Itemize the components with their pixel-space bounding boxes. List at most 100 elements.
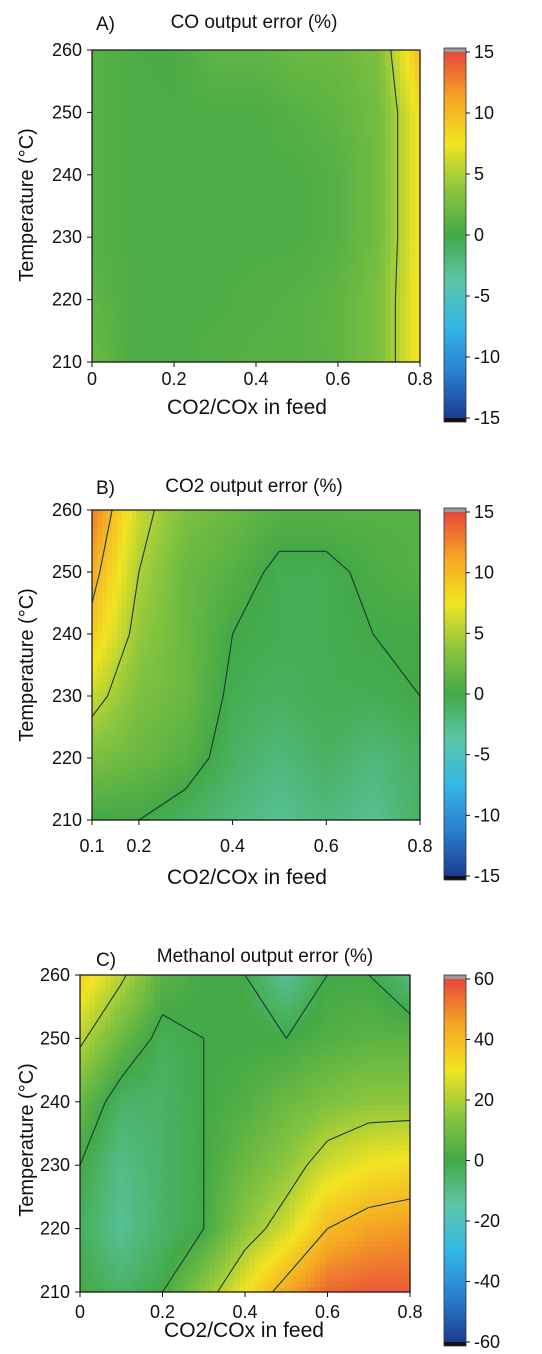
heatmap-cell xyxy=(300,334,307,341)
heatmap-cell xyxy=(410,311,416,319)
heatmap-cell xyxy=(121,161,128,168)
heatmap-cell xyxy=(355,356,361,363)
heatmap-cell xyxy=(201,570,207,578)
heatmap-cell xyxy=(395,587,401,594)
heatmap-cell xyxy=(285,155,292,163)
heatmap-cell xyxy=(390,554,396,561)
heatmap-cell xyxy=(96,94,103,101)
heatmap-cell xyxy=(206,122,212,129)
heatmap-cell xyxy=(260,559,267,566)
heatmap-cell xyxy=(290,211,297,218)
heatmap-cell xyxy=(106,161,113,168)
heatmap-cell xyxy=(320,200,327,207)
heatmap-cell xyxy=(111,581,118,589)
heatmap-cell xyxy=(280,139,287,146)
heatmap-cell xyxy=(181,256,188,263)
heatmap-cell xyxy=(360,267,366,274)
heatmap-cell xyxy=(96,278,103,285)
heatmap-cell xyxy=(201,183,207,190)
heatmap-cell xyxy=(176,55,183,62)
heatmap-cell xyxy=(196,350,202,358)
heatmap-cell xyxy=(380,587,386,594)
heatmap-cell xyxy=(131,167,138,174)
heatmap-cell xyxy=(415,300,421,307)
heatmap-cell xyxy=(176,105,183,112)
heatmap-cell xyxy=(370,128,376,135)
heatmap-cell xyxy=(141,345,148,352)
heatmap-cell xyxy=(350,306,356,313)
heatmap-cell xyxy=(350,83,356,90)
heatmap-cell xyxy=(295,189,302,196)
heatmap-cell xyxy=(360,55,366,62)
heatmap-cell xyxy=(221,55,227,62)
heatmap-cell xyxy=(365,587,371,594)
heatmap-cell xyxy=(111,261,118,268)
heatmap-cell xyxy=(156,587,163,594)
heatmap-cell xyxy=(290,206,297,213)
heatmap-cell xyxy=(380,543,386,550)
heatmap-cell xyxy=(146,94,153,101)
heatmap-cell xyxy=(226,172,232,179)
heatmap-cell xyxy=(275,526,282,533)
heatmap-cell xyxy=(241,311,247,319)
heatmap-cell xyxy=(216,55,222,62)
heatmap-cell xyxy=(256,83,262,90)
heatmap-cell xyxy=(260,167,267,174)
heatmap-cell xyxy=(186,581,192,589)
heatmap-cell xyxy=(251,94,257,101)
heatmap-cell xyxy=(380,510,386,517)
heatmap-cell xyxy=(305,122,312,129)
heatmap-cell xyxy=(275,194,282,202)
heatmap-cell xyxy=(405,94,411,101)
heatmap-cell xyxy=(246,167,252,174)
heatmap-cell xyxy=(171,94,178,101)
heatmap-cell xyxy=(181,267,188,274)
heatmap-cell xyxy=(345,267,352,274)
heatmap-cell xyxy=(355,206,361,213)
heatmap-cell xyxy=(121,581,128,589)
heatmap-cell xyxy=(265,217,272,224)
heatmap-cell xyxy=(251,339,257,346)
heatmap-cell xyxy=(116,89,123,96)
heatmap-cell xyxy=(405,295,411,302)
heatmap-cell xyxy=(201,217,207,224)
heatmap-cell xyxy=(196,521,202,528)
heatmap-cell xyxy=(280,222,287,229)
heatmap-cell xyxy=(370,339,376,346)
heatmap-cell xyxy=(320,250,327,257)
heatmap-cell xyxy=(400,128,406,135)
heatmap-cell xyxy=(231,554,237,561)
heatmap-cell xyxy=(365,83,371,90)
heatmap-cell xyxy=(320,317,327,324)
heatmap-cell xyxy=(121,222,128,229)
heatmap-cell xyxy=(365,155,371,163)
heatmap-cell xyxy=(370,155,376,163)
heatmap-cell xyxy=(380,194,386,202)
heatmap-cell xyxy=(176,581,183,589)
heatmap-cell xyxy=(320,323,327,330)
heatmap-cell xyxy=(300,356,307,363)
heatmap-cell xyxy=(345,543,352,550)
heatmap-cell xyxy=(111,345,118,352)
heatmap-cell xyxy=(395,598,401,605)
heatmap-cell xyxy=(221,194,227,202)
heatmap-cell xyxy=(390,278,396,285)
heatmap-cell xyxy=(241,144,247,151)
heatmap-cell xyxy=(126,278,133,285)
heatmap-cell xyxy=(365,576,371,583)
heatmap-cell xyxy=(275,172,282,179)
heatmap-cell xyxy=(395,543,401,550)
heatmap-cell xyxy=(151,537,158,544)
heatmap-cell xyxy=(191,532,197,539)
heatmap-cell xyxy=(370,122,376,129)
heatmap-cell xyxy=(275,211,282,218)
heatmap-cell xyxy=(390,543,396,550)
heatmap-cell xyxy=(131,261,138,268)
heatmap-cell xyxy=(106,604,113,611)
heatmap-cell xyxy=(285,77,292,85)
heatmap-cell xyxy=(415,543,421,550)
heatmap-cell xyxy=(275,311,282,319)
heatmap-cell xyxy=(280,183,287,190)
heatmap-cell xyxy=(206,345,212,352)
heatmap-cell xyxy=(270,289,277,296)
